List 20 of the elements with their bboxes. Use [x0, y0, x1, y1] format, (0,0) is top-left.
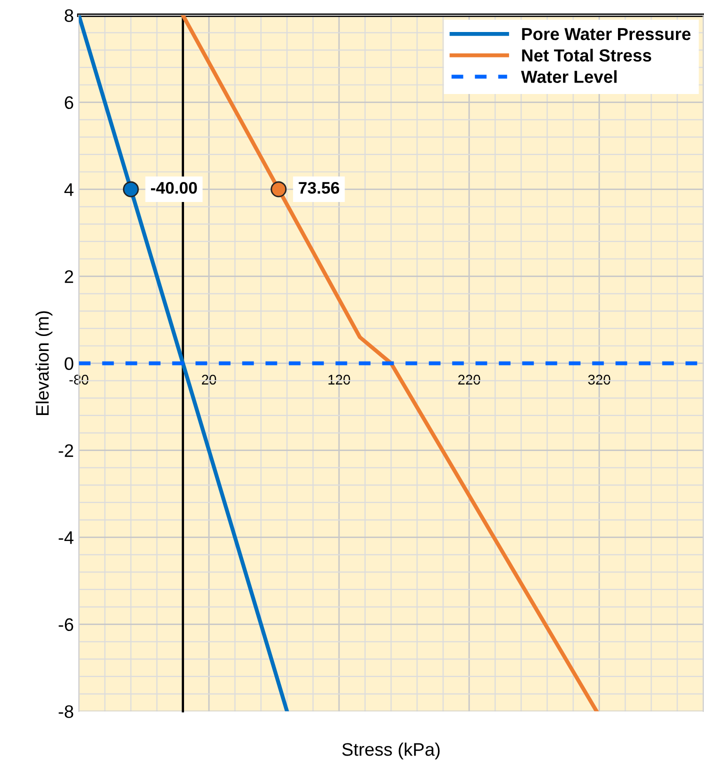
y-tick-label: 4 — [64, 183, 74, 196]
y-tick-label: 6 — [64, 96, 74, 109]
x-tick-label: 320 — [588, 374, 610, 385]
y-axis-title: Elevation (m) — [36, 311, 52, 415]
x-axis-title: Stress (kPa) — [342, 742, 440, 760]
x-tick-label: 20 — [202, 374, 216, 385]
legend-label: Pore Water Pressure — [522, 28, 691, 40]
y-tick-label: -8 — [58, 705, 74, 718]
legend-label: Net Total Stress — [522, 48, 652, 62]
y-tick-label: 8 — [64, 9, 74, 22]
y-tick-label: 0 — [64, 357, 74, 370]
y-tick-label: -2 — [58, 444, 74, 457]
x-tick-label: 220 — [458, 374, 480, 385]
y-tick-label: -4 — [58, 531, 74, 544]
annotation: 73.56 — [298, 182, 340, 194]
annotation: -40.00 — [150, 182, 197, 194]
y-tick-label: -6 — [58, 618, 74, 632]
y-tick-label: 2 — [64, 270, 74, 283]
legend-label: Water Level — [521, 70, 617, 83]
x-tick-label: 120 — [328, 374, 350, 385]
